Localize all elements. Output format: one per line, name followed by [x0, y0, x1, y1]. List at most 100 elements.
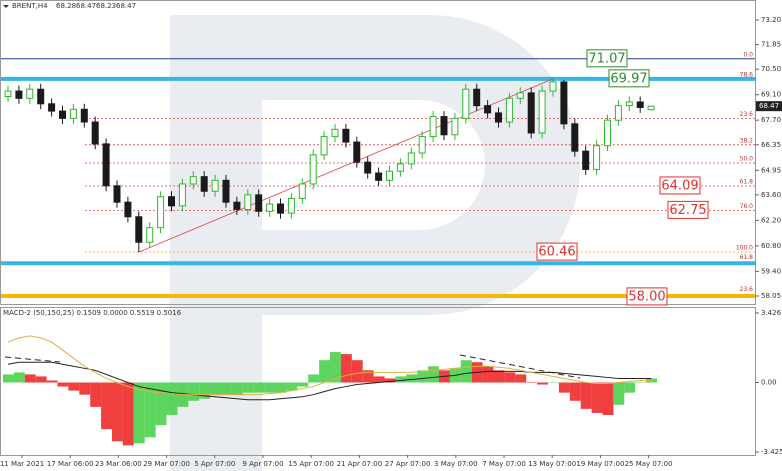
candle-body [527, 92, 535, 134]
candle-body [255, 194, 263, 212]
macd-bar [613, 382, 625, 405]
macd-bar [297, 382, 309, 387]
fib-label: 61.8 [740, 178, 754, 185]
current-price-box [756, 101, 782, 112]
price-box-label: 71.07 [588, 51, 625, 66]
macd-bar [417, 370, 429, 383]
macd-bar [340, 354, 352, 383]
macd-bar [635, 382, 647, 384]
fib-label: 23.6 [740, 286, 754, 293]
candle-body [614, 105, 622, 121]
macd-bar [460, 360, 472, 383]
macd-bar [624, 382, 636, 393]
macd-signal-line [7, 335, 652, 396]
macd-title: MACD-2 (50,150,25) 0.1509 0.0000 0.5519 … [3, 309, 182, 317]
price-box-label: 69.97 [610, 71, 647, 86]
candle-body [200, 176, 208, 192]
candle-body [69, 108, 77, 119]
y-tick-label: 60.80 [761, 242, 781, 250]
y-tick-label: 63.60 [761, 191, 781, 199]
candle-body [244, 194, 252, 210]
y-tick-label: 73.20 [761, 16, 781, 24]
candle-body [538, 90, 546, 134]
price-box [626, 287, 668, 306]
candle-body [636, 101, 644, 108]
macd-bar [13, 372, 25, 383]
ohlc-close: 68.47 [116, 2, 136, 10]
macd-bar [395, 376, 407, 383]
macd-bar [351, 360, 363, 383]
macd-bar [35, 376, 47, 383]
candle-body [331, 128, 339, 138]
macd-y-tick-label: -3.4252 [761, 448, 782, 456]
price-box [586, 49, 628, 68]
candle-body [386, 170, 393, 181]
macd-bar [537, 382, 548, 385]
candle-body [375, 172, 383, 181]
macd-bar [57, 382, 69, 387]
macd-bar [199, 382, 211, 399]
candle-body [560, 81, 568, 125]
main-panel-border [0, 0, 756, 305]
macd-bar [210, 382, 221, 395]
candle-body [647, 105, 655, 111]
x-tick-label: 11 Mar 2021 [0, 460, 44, 468]
candle-body [484, 105, 492, 114]
candle-body [429, 116, 437, 138]
macd-dash [4, 354, 581, 379]
macd-bar [591, 382, 603, 413]
macd-bar [122, 382, 134, 446]
candle-body [309, 154, 317, 185]
candle-body [59, 110, 66, 119]
trend-line [138, 78, 554, 253]
ohlc-open: 68.28 [56, 2, 76, 10]
fib-label: 76.0 [740, 203, 754, 210]
candle-body [102, 143, 110, 187]
macd-y-tick-label: 3.426 [761, 309, 782, 317]
macd-bar [646, 378, 657, 383]
macd-bar [384, 378, 396, 383]
candle-body [571, 123, 579, 152]
x-tick-label: 27 Apr 07:00 [385, 460, 431, 468]
macd-bar [526, 382, 538, 384]
candle-body [495, 112, 502, 123]
macd-bar [3, 374, 14, 383]
fib-label: 38.2 [740, 137, 754, 144]
macd-bar [602, 382, 614, 415]
candle-body [440, 116, 448, 136]
y-tick-label: 66.35 [761, 141, 781, 149]
x-tick-label: 19 May 07:00 [576, 460, 624, 468]
x-tick-label: 25 May 07:00 [625, 460, 673, 468]
y-tick-label: 64.95 [761, 166, 781, 174]
current-price: 68.47 [759, 102, 779, 110]
candle-body [604, 119, 611, 147]
y-tick-label: 70.50 [761, 65, 781, 73]
candle-body [593, 145, 601, 170]
macd-bar [24, 374, 36, 383]
x-tick-label: 17 Mar 06:00 [47, 460, 94, 468]
macd-bar [242, 382, 254, 393]
price-box-label: 64.09 [661, 178, 698, 193]
x-tick-label: 23 Mar 06:00 [95, 460, 142, 468]
x-tick-label: 3 May 07:00 [434, 460, 478, 468]
candle-body [298, 183, 306, 200]
dropdown-icon[interactable] [3, 5, 9, 8]
macd-bar [569, 382, 581, 401]
macd-bar [580, 382, 592, 409]
candle-body [277, 203, 284, 214]
candle-body [473, 88, 481, 107]
macd-bar [155, 382, 167, 426]
x-tick-label: 15 Apr 07:00 [288, 460, 334, 468]
x-tick-label: 5 Apr 07:00 [194, 460, 235, 468]
price-box [608, 69, 650, 88]
symbol: BRENT,H4 [12, 2, 48, 10]
fib-label: 0.0 [743, 51, 753, 58]
candle-body [418, 136, 426, 154]
fib-label: 23.6 [740, 111, 754, 118]
macd-bar [133, 382, 145, 444]
x-tick-label: 21 Apr 07:00 [337, 460, 383, 468]
y-tick-label: 67.70 [761, 116, 781, 124]
candle-body [516, 92, 524, 99]
candle-body [80, 108, 88, 123]
watermark [170, 15, 580, 471]
